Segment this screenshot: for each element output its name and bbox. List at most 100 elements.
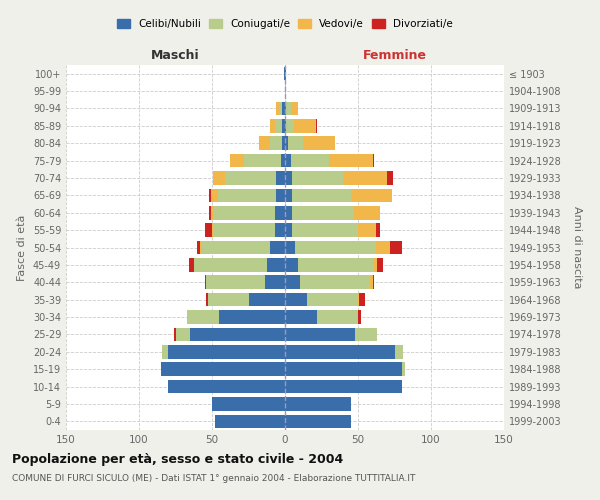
Bar	[282, 136, 285, 150]
Bar	[230, 154, 244, 168]
Bar	[285, 293, 307, 306]
Bar	[390, 240, 402, 254]
Bar	[285, 380, 402, 394]
Bar	[285, 67, 286, 80]
Bar	[329, 154, 373, 168]
Bar	[214, 171, 225, 185]
Bar	[214, 206, 275, 220]
Bar	[294, 119, 316, 132]
Bar	[174, 328, 176, 341]
Bar	[359, 293, 365, 306]
Bar	[298, 258, 374, 272]
Bar	[285, 154, 291, 168]
Bar	[355, 328, 377, 341]
Text: Maschi: Maschi	[151, 48, 200, 62]
Bar	[285, 414, 350, 428]
Bar	[286, 119, 294, 132]
Bar	[373, 276, 374, 289]
Bar	[225, 171, 276, 185]
Text: Femmine: Femmine	[362, 48, 427, 62]
Bar	[194, 258, 268, 272]
Bar	[163, 345, 168, 358]
Bar	[281, 154, 285, 168]
Bar	[285, 206, 292, 220]
Bar	[292, 171, 343, 185]
Bar	[285, 345, 395, 358]
Bar	[215, 414, 285, 428]
Bar	[292, 206, 353, 220]
Bar	[248, 293, 285, 306]
Bar	[218, 188, 276, 202]
Bar	[358, 293, 359, 306]
Bar	[161, 362, 285, 376]
Bar	[358, 224, 376, 237]
Bar	[285, 258, 298, 272]
Bar	[286, 102, 291, 115]
Bar	[402, 362, 405, 376]
Bar	[265, 276, 285, 289]
Bar	[206, 276, 265, 289]
Text: COMUNE DI FURCI SICULO (ME) - Dati ISTAT 1° gennaio 2004 - Elaborazione TUTTITAL: COMUNE DI FURCI SICULO (ME) - Dati ISTAT…	[12, 474, 415, 483]
Bar	[276, 171, 285, 185]
Bar	[302, 136, 335, 150]
Bar	[285, 276, 299, 289]
Bar	[285, 84, 286, 98]
Bar	[282, 102, 285, 115]
Bar	[168, 380, 285, 394]
Bar	[395, 345, 403, 358]
Bar	[271, 119, 275, 132]
Bar	[168, 345, 285, 358]
Bar	[358, 310, 361, 324]
Bar	[387, 171, 393, 185]
Bar	[209, 206, 211, 220]
Bar	[259, 136, 271, 150]
Bar	[211, 206, 214, 220]
Bar	[376, 240, 390, 254]
Bar	[202, 240, 271, 254]
Bar	[292, 224, 358, 237]
Bar	[271, 240, 285, 254]
Bar	[285, 310, 317, 324]
Bar	[275, 224, 285, 237]
Bar	[374, 258, 377, 272]
Bar	[214, 224, 275, 237]
Y-axis label: Anni di nascita: Anni di nascita	[572, 206, 583, 289]
Bar	[307, 293, 358, 306]
Bar	[285, 397, 350, 410]
Bar	[285, 102, 286, 115]
Bar	[285, 119, 286, 132]
Bar	[282, 119, 285, 132]
Bar	[373, 154, 374, 168]
Bar	[206, 293, 208, 306]
Bar	[197, 240, 200, 254]
Bar	[285, 171, 292, 185]
Bar	[376, 224, 380, 237]
Bar	[377, 258, 383, 272]
Bar	[350, 188, 392, 202]
Text: Popolazione per età, sesso e stato civile - 2004: Popolazione per età, sesso e stato civil…	[12, 452, 343, 466]
Bar	[212, 224, 214, 237]
Bar	[208, 293, 248, 306]
Bar	[205, 276, 206, 289]
Y-axis label: Fasce di età: Fasce di età	[17, 214, 27, 280]
Bar	[275, 206, 285, 220]
Bar	[285, 188, 292, 202]
Bar	[275, 119, 282, 132]
Bar	[292, 188, 351, 202]
Bar	[176, 328, 190, 341]
Bar	[276, 188, 285, 202]
Bar	[285, 362, 402, 376]
Bar	[295, 240, 376, 254]
Legend: Celibi/Nubili, Coniugati/e, Vedovi/e, Divorziati/e: Celibi/Nubili, Coniugati/e, Vedovi/e, Di…	[117, 19, 453, 30]
Bar	[200, 240, 202, 254]
Bar	[285, 136, 288, 150]
Bar	[291, 154, 329, 168]
Bar	[285, 240, 295, 254]
Bar	[209, 188, 211, 202]
Bar	[188, 258, 194, 272]
Bar	[285, 328, 355, 341]
Bar	[353, 206, 380, 220]
Bar	[299, 276, 370, 289]
Bar	[211, 188, 218, 202]
Bar	[244, 154, 281, 168]
